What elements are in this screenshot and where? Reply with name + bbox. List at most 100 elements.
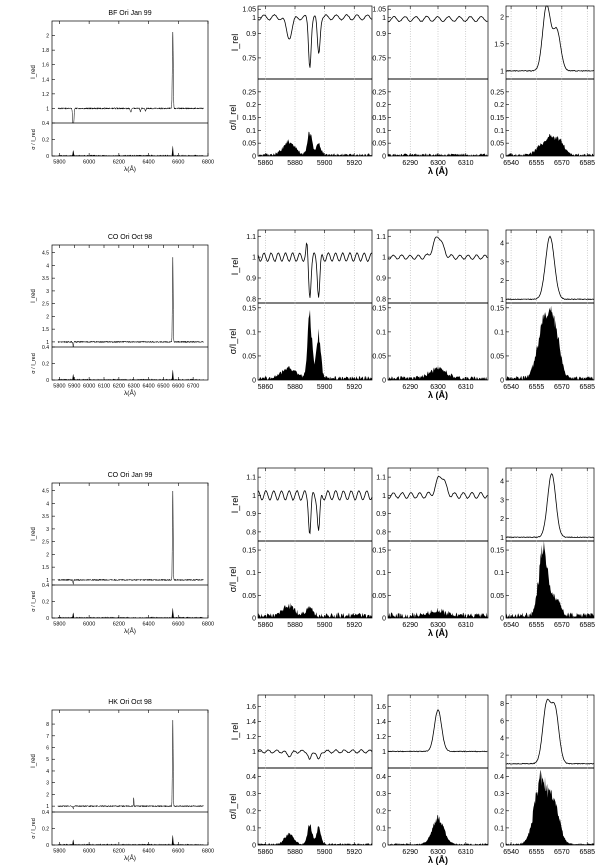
- y-tick-label: 0.1: [494, 570, 504, 577]
- y-tick-label: 0.75: [242, 55, 256, 62]
- y-tick-label: 0.15: [242, 548, 256, 555]
- y-tick-label: 3.5: [42, 514, 49, 520]
- x-tick-label: 6100: [98, 384, 110, 390]
- x-axis-label: λ(Å): [124, 626, 136, 635]
- spectrum-line: [57, 490, 204, 585]
- y-tick-label: 0.2: [494, 102, 504, 109]
- y-axis-label: I_rel: [230, 258, 240, 276]
- overview-frame: [51, 20, 209, 157]
- y-tick-label: 0.05: [372, 353, 386, 360]
- y-tick-label: 0: [46, 843, 49, 849]
- overview-frame: [51, 482, 209, 619]
- x-tick-label: 6600: [172, 622, 184, 628]
- y-tick-label: 0: [382, 843, 386, 850]
- y-tick-label: 4: [46, 769, 49, 775]
- x-tick-label: 5880: [287, 622, 303, 629]
- y-tick-label: 0: [46, 616, 49, 622]
- y-tick-label: 0: [252, 378, 256, 385]
- y-axis-label: I_rel: [230, 496, 240, 514]
- y-tick-label: 8: [46, 722, 49, 728]
- x-tick-label: 5860: [258, 384, 274, 391]
- y-tick-label: 1.1: [246, 234, 256, 241]
- y-axis-label: I_red: [31, 65, 37, 79]
- y-tick-label: 1: [252, 15, 256, 22]
- overview-panel: BF Ori Jan 99 1 1.2 1.4 1.6 1.8 2 0 0.2 0.4 5800 60…: [31, 10, 214, 173]
- x-tick-label: 6540: [503, 849, 519, 856]
- x-tick-label: 6600: [172, 160, 184, 166]
- x-tick-label: 6000: [83, 384, 95, 390]
- x-tick-label: 5800: [53, 160, 65, 166]
- y-tick-label: 3: [46, 289, 49, 295]
- y-tick-label: 0.1: [376, 128, 386, 135]
- y-tick-label: 0.1: [376, 825, 386, 832]
- y-axis-label: I_red: [31, 527, 37, 541]
- y-tick-label: 1: [500, 535, 504, 542]
- x-tick-label: 5860: [258, 622, 274, 629]
- x-tick-label: 6310: [458, 384, 474, 391]
- x-tick-label: 6800: [202, 849, 214, 855]
- zoom-frame: [257, 229, 373, 381]
- y-tick-label: 0: [500, 378, 504, 385]
- row-1: CO Ori Oct 98 1 1.5 2 2.5 3 3.5 4 4.5 0 0.2 0.4 5800…: [31, 229, 595, 400]
- x-tick-label: 5920: [346, 384, 362, 391]
- row-0: BF Ori Jan 99 1 1.2 1.4 1.6 1.8 2 0 0.2 0.4 5800 60…: [31, 5, 595, 176]
- x-tick-label: 6400: [142, 849, 154, 855]
- x-tick-label: 5860: [258, 849, 274, 856]
- y-tick-label: 1.2: [246, 734, 256, 741]
- y-tick-label: 1.1: [246, 475, 256, 482]
- x-tick-label: 6400: [142, 622, 154, 628]
- noise-area: [506, 134, 594, 156]
- noise-area: [388, 365, 488, 380]
- y-tick-label: 0.4: [376, 774, 386, 781]
- x-tick-label: 6600: [172, 384, 184, 390]
- y-tick-label: 1: [252, 255, 256, 262]
- y-tick-label: 0: [500, 616, 504, 623]
- y-tick-label: 0.2: [42, 827, 49, 833]
- x-tick-label: 5920: [346, 849, 362, 856]
- spectrum-line: [257, 242, 373, 298]
- y-tick-label: 5: [46, 757, 49, 763]
- y-tick-label: 0: [382, 616, 386, 623]
- y-tick-label: 3.5: [42, 276, 49, 282]
- zoom-panel-2: 6540 6555 6570 6585 1 2 3 4 0 0.05 0.1 0.15: [490, 467, 595, 629]
- y-tick-label: 0.8: [246, 529, 256, 536]
- spectrum-line: [505, 5, 595, 72]
- y-tick-label: 3: [46, 781, 49, 787]
- y-tick-label: 4: [46, 501, 49, 507]
- x-axis-label: λ(Å): [124, 164, 136, 173]
- x-tick-label: 6200: [113, 849, 125, 855]
- overview-panel: CO Ori Oct 98 1 1.5 2 2.5 3 3.5 4 4.5 0 0.2 0.4 5800…: [31, 234, 209, 397]
- y-tick-label: 0.05: [490, 141, 504, 148]
- x-tick-label: 5900: [317, 160, 333, 167]
- y-tick-label: 8: [500, 701, 504, 708]
- y-tick-label: 0.1: [246, 329, 256, 336]
- x-tick-label: 6570: [554, 622, 570, 629]
- zoom-frame: [257, 5, 373, 157]
- y-tick-label: 1: [46, 804, 49, 810]
- y-tick-label: 4: [46, 263, 49, 269]
- y-tick-label: 0.4: [42, 121, 49, 127]
- x-axis-label: λ (Å): [428, 390, 448, 400]
- x-tick-label: 6800: [202, 622, 214, 628]
- y-tick-label: 0.05: [372, 593, 386, 600]
- noise-area: [258, 602, 372, 618]
- spectrum-line: [57, 32, 204, 124]
- panel-title: CO Ori Oct 98: [108, 234, 152, 241]
- y-tick-label: 0: [500, 154, 504, 161]
- y-tick-label: 1: [500, 68, 504, 75]
- overview-panel: HK Ori Oct 98 1 2 3 4 5 6 7 8 0 0.2 0.4 5800 6000 6200…: [31, 699, 214, 862]
- y-tick-label: 0.8: [376, 529, 386, 536]
- y-tick-label: 4.5: [42, 251, 49, 257]
- zoom-panel-0: 5860 5880 5900 5920 0.75 0.9 11.05 0 0.05 0.1 0.15…: [242, 5, 373, 167]
- y-tick-label: 0.1: [494, 329, 504, 336]
- x-tick-label: 5800: [53, 622, 65, 628]
- y-tick-label: 0.1: [376, 329, 386, 336]
- y-tick-label: 0.05: [372, 141, 386, 148]
- y-tick-label: 7: [46, 734, 49, 740]
- x-tick-label: 5900: [68, 384, 80, 390]
- y-tick-label: 2: [46, 552, 49, 558]
- x-tick-label: 6585: [579, 849, 595, 856]
- spectrum-line: [505, 473, 595, 539]
- y-tick-label: 4: [500, 241, 504, 248]
